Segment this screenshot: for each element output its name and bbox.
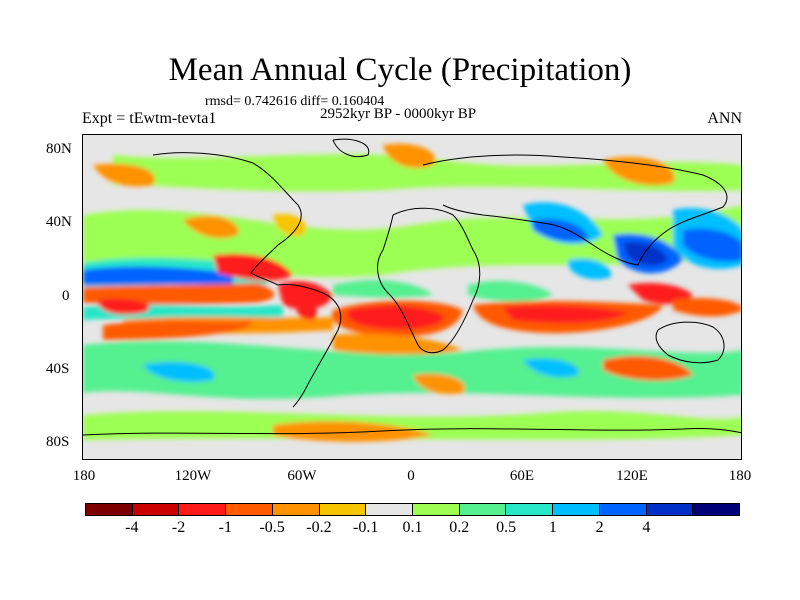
field-band (333, 333, 463, 355)
field-band (413, 373, 465, 395)
field-band (183, 215, 239, 239)
coastline-greenland (332, 138, 370, 158)
field-band (98, 298, 150, 315)
colorbar-label: -0.5 (259, 519, 285, 536)
x-tick-label: 180 (72, 468, 96, 484)
field-band (93, 163, 155, 187)
field-band (603, 355, 693, 381)
colorbar-label: 0.5 (496, 519, 517, 536)
colorbar-label: 4 (642, 519, 651, 536)
colorbar (85, 503, 740, 516)
colorbar-swatch (506, 504, 554, 515)
colorbar-swatch (553, 504, 600, 515)
coastline-north-america (152, 152, 302, 286)
period-label: 2952kyr BP - 0000kyr BP (320, 106, 477, 122)
colorbar-swatch (86, 504, 133, 515)
field-band (143, 362, 215, 382)
page-title: Mean Annual Cycle (Precipitation) (168, 52, 632, 88)
y-tick-label: 80N (46, 141, 72, 157)
coastline-australia (655, 321, 725, 364)
colorbar-label: -4 (125, 519, 139, 536)
colorbar-swatch (599, 504, 647, 515)
field-band (103, 320, 253, 340)
stats-line: rmsd= 0.742616 diff= 0.160404 (205, 94, 385, 109)
colorbar-swatch (646, 504, 694, 515)
coastline-africa (377, 207, 481, 354)
colorbar-swatch (132, 504, 180, 515)
field-band (603, 156, 675, 186)
colorbar-swatch (179, 504, 227, 515)
precipitation-map (82, 134, 742, 460)
experiment-label: Expt = tEwtm-tevta1 (82, 110, 217, 127)
colorbar-label: -1 (218, 519, 233, 536)
field-band (628, 283, 693, 305)
colorbar-label: 0.2 (449, 519, 470, 536)
y-tick-label: 40S (46, 361, 70, 377)
precip-field (83, 143, 741, 442)
colorbar-label: 2 (595, 519, 604, 536)
y-tick-label: 40N (46, 214, 72, 230)
colorbar-swatch (319, 504, 367, 515)
field-band (296, 300, 318, 320)
colorbar-swatch (693, 504, 740, 515)
y-tick-label: 80S (46, 434, 70, 450)
x-tick-label: 0 (407, 468, 415, 484)
x-tick-label: 60E (509, 468, 535, 484)
field-band (383, 143, 435, 169)
colorbar-label: 1 (548, 519, 557, 536)
field-band (503, 305, 628, 324)
colorbar-swatch (459, 504, 507, 515)
colorbar-swatch (272, 504, 320, 515)
field-band (623, 241, 668, 266)
colorbar-swatch (366, 504, 414, 515)
field-band (83, 341, 741, 399)
field-band (533, 218, 588, 242)
field-band (83, 411, 741, 440)
coastline-eurasia (422, 154, 728, 266)
colorbar-label: -0.2 (306, 519, 332, 536)
x-tick-label: 180 (728, 468, 752, 484)
x-tick-label: 120E (616, 468, 648, 484)
coastlines (83, 138, 741, 436)
field-band (673, 298, 741, 317)
field-band (347, 305, 445, 330)
field-band (113, 154, 741, 192)
field-band (278, 280, 333, 310)
y-tick-label: 0 (62, 288, 70, 304)
coastline-antarctica (83, 428, 741, 436)
field-band (273, 214, 307, 236)
season-label: ANN (707, 110, 742, 127)
colorbar-swatch (413, 504, 460, 515)
x-tick-label: 120W (174, 468, 212, 484)
field-band (83, 283, 275, 305)
field-band (568, 258, 612, 280)
field-band (213, 253, 293, 281)
field-band (83, 266, 233, 285)
field-band (273, 421, 433, 442)
field-band (683, 228, 741, 262)
colorbar-label: 0.1 (402, 519, 423, 536)
x-tick-label: 60W (287, 468, 317, 484)
map-canvas (83, 135, 741, 459)
field-band (523, 358, 579, 378)
field-band (468, 280, 553, 302)
field-band (333, 279, 433, 298)
coastline-south-america (277, 284, 342, 408)
colorbar-swatch (226, 504, 273, 515)
colorbar-label: -0.1 (353, 519, 379, 536)
colorbar-label: -2 (171, 519, 186, 536)
